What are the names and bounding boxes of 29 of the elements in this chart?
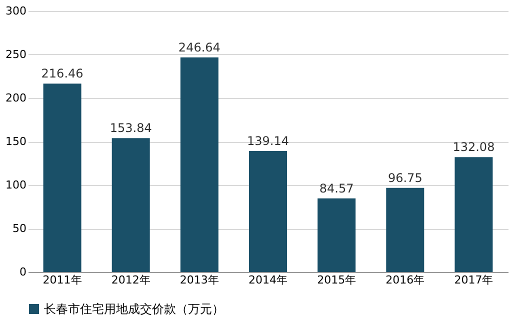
x-tick-label: 2014年 <box>248 274 288 286</box>
bar <box>386 188 424 272</box>
bar <box>112 138 150 272</box>
x-tick-label: 2015年 <box>317 274 356 286</box>
y-tick-label: 300 <box>6 4 26 18</box>
data-label: 132.08 <box>452 140 495 154</box>
legend-label: 长春市住宅用地成交价款（万元） <box>44 302 224 316</box>
y-tick-label: 150 <box>6 135 26 148</box>
data-label: 139.14 <box>247 134 289 148</box>
data-label: 153.84 <box>110 121 152 136</box>
y-tick-label: 250 <box>6 48 26 61</box>
data-label: 246.64 <box>178 40 220 54</box>
data-label: 216.46 <box>41 66 84 81</box>
y-tick-label: 200 <box>6 92 26 104</box>
bar <box>318 198 356 272</box>
bar <box>249 150 287 272</box>
x-tick-label: 2017年 <box>454 274 494 286</box>
x-tick-label: 2013年 <box>180 274 219 286</box>
bar <box>180 57 218 272</box>
y-tick-label: 50 <box>12 222 26 235</box>
x-tick-label: 2012年 <box>111 274 150 286</box>
y-tick-label: 0 <box>20 266 26 278</box>
x-tick-label: 2016年 <box>386 274 425 286</box>
data-label: 96.75 <box>388 170 422 185</box>
bar <box>43 84 82 272</box>
x-tick-label: 2011年 <box>42 274 82 286</box>
data-label: 84.57 <box>319 181 354 196</box>
y-tick-label: 100 <box>6 178 26 192</box>
bar <box>454 157 493 272</box>
